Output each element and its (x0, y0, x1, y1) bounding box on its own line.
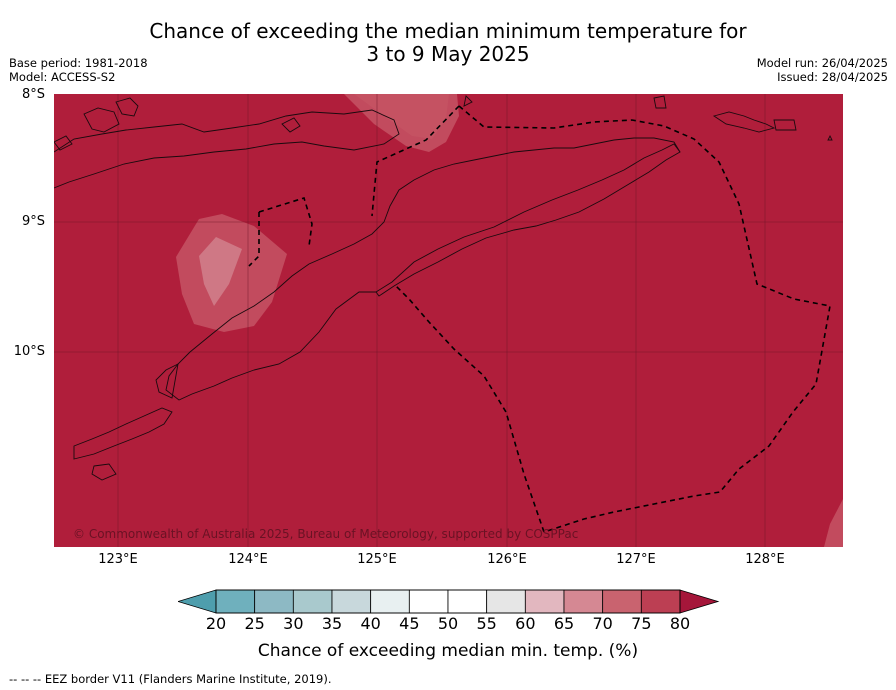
probability-patch-west-inner (199, 237, 242, 306)
colorbar-bins (215, 589, 681, 614)
colorbar-tick-label: 55 (476, 614, 497, 633)
title-line-2: 3 to 9 May 2025 (366, 42, 530, 66)
colorbar-tick-label: 40 (360, 614, 381, 633)
colorbar-tick-label: 35 (321, 614, 343, 633)
colorbar (178, 589, 720, 614)
model-name: Model: ACCESS-S2 (9, 70, 116, 84)
copyright-notice: © Commonwealth of Australia 2025, Bureau… (73, 527, 579, 541)
colorbar-bin (331, 589, 372, 614)
colorbar-over-arrow (679, 589, 720, 614)
colorbar-bin (563, 589, 604, 614)
colorbar-bin (640, 589, 681, 614)
colorbar-bin (370, 589, 410, 614)
colorbar-tick-label: 65 (553, 614, 575, 633)
model-run: Model run: 26/04/2025 (756, 56, 888, 70)
colorbar-bin (602, 589, 642, 614)
forecast-map (54, 94, 843, 547)
colorbar-tick-label: 25 (244, 614, 265, 633)
lon-label-126e: 126°E (487, 552, 527, 567)
lat-label-9s: 9°S (21, 214, 45, 229)
colorbar-bin (215, 589, 256, 614)
colorbar-tick-label: 20 (205, 614, 227, 633)
probability-patch-north-inner (354, 94, 449, 139)
lon-label-124e: 124°E (228, 552, 268, 567)
colorbar-tick-label: 45 (399, 614, 420, 633)
lon-label-125e: 125°E (357, 552, 397, 567)
colorbar-tick-label: 80 (669, 614, 691, 633)
colorbar-under-arrow (178, 589, 217, 614)
colorbar-tick-label: 75 (631, 614, 652, 633)
colorbar-bin (292, 589, 333, 614)
eez-footnote: -- -- -- EEZ border V11 (Flanders Marine… (9, 672, 332, 686)
graticule (54, 94, 843, 547)
base-period: Base period: 1981-2018 (9, 56, 148, 70)
lat-label-8s: 8°S (21, 87, 45, 102)
lon-label-127e: 127°E (616, 552, 656, 567)
colorbar-outline (215, 589, 681, 614)
colorbar-bin (524, 589, 565, 614)
colorbar-bin (254, 589, 294, 614)
probability-patch-se-corner (824, 499, 843, 547)
colorbar-tick-label: 70 (592, 614, 613, 633)
run-info: Model run: 26/04/2025 Issued: 28/04/2025 (757, 56, 888, 84)
title-line-1: Chance of exceeding the median minimum t… (149, 19, 747, 43)
lat-label-10s: 10°S (13, 344, 45, 359)
colorbar-tick-label: 60 (515, 614, 536, 633)
lon-label-128e: 128°E (745, 552, 785, 567)
eez-border (248, 105, 831, 533)
colorbar-tick-label: 50 (437, 614, 459, 633)
colorbar-label: Chance of exceeding median min. temp. (%… (257, 641, 639, 661)
probability-field (54, 94, 843, 547)
lon-label-123e: 123°E (98, 552, 138, 567)
colorbar-bin (408, 589, 449, 614)
model-info: Base period: 1981-2018 Model: ACCESS-S2 (9, 56, 148, 84)
issued-date: Issued: 28/04/2025 (777, 70, 888, 84)
coastline (54, 95, 833, 481)
colorbar-bin (447, 589, 488, 614)
colorbar-tick-label: 30 (283, 614, 304, 633)
colorbar-bin (486, 589, 526, 614)
